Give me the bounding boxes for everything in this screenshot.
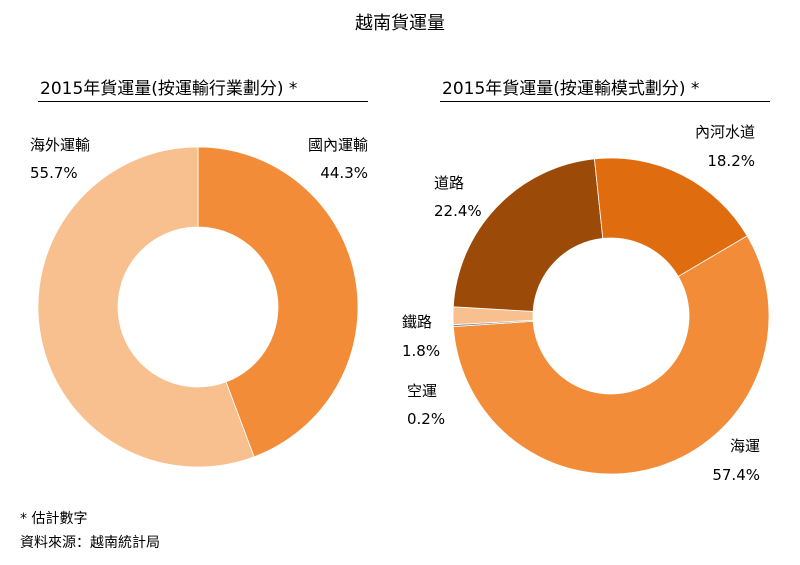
right-slice-value-4: 18.2% bbox=[707, 152, 755, 170]
left-donut-slice-0 bbox=[197, 146, 359, 458]
left-slice-value-0: 44.3% bbox=[320, 164, 368, 182]
right-donut-chart bbox=[452, 157, 770, 475]
right-slice-label-2: 鐵路 bbox=[402, 313, 432, 331]
left-donut-chart bbox=[37, 146, 359, 468]
right-slice-label-0: 海運 bbox=[730, 437, 760, 455]
left-chart-title: 2015年貨運量(按運輸行業劃分) * bbox=[40, 79, 298, 99]
left-slice-label-1: 海外運輸 bbox=[30, 136, 90, 154]
left-slice-label-0: 國內運輸 bbox=[308, 136, 368, 154]
left-slice-value-1: 55.7% bbox=[30, 164, 78, 182]
estimate-footnote: * 估計數字 bbox=[20, 511, 88, 527]
right-chart-title: 2015年貨運量(按運輸模式劃分) * bbox=[442, 79, 700, 99]
right-chart-title-underline bbox=[440, 101, 770, 102]
right-slice-value-3: 22.4% bbox=[434, 202, 482, 220]
left-donut-slice-1 bbox=[37, 146, 255, 468]
right-slice-label-4: 內河水道 bbox=[695, 123, 755, 141]
chart-title: 越南貨運量 bbox=[355, 13, 445, 34]
right-slice-value-0: 57.4% bbox=[712, 466, 760, 484]
right-donut-slice-4 bbox=[593, 157, 748, 277]
right-donut-slice-0 bbox=[452, 235, 770, 475]
slice-labels: 海外運輸 55.7% 國內運輸 44.3% 內河水道 18.2% 道路 22.4% 鐵路 1.8%… bbox=[30, 123, 760, 484]
right-donut-slice-3 bbox=[452, 158, 604, 312]
right-slice-value-1: 0.2% bbox=[407, 410, 445, 428]
right-slice-label-1: 空運 bbox=[407, 382, 437, 400]
right-slice-value-2: 1.8% bbox=[402, 342, 440, 360]
right-slice-label-3: 道路 bbox=[434, 174, 464, 192]
left-chart-title-underline bbox=[38, 101, 368, 102]
source-footnote: 資料來源：越南統計局 bbox=[20, 535, 160, 551]
